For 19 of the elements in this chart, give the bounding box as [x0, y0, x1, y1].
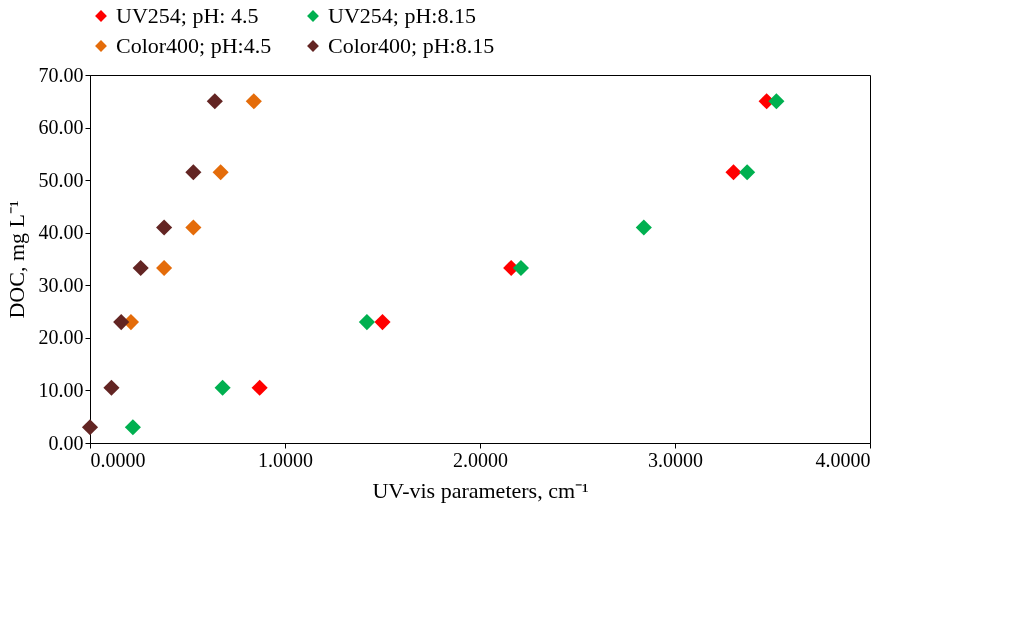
y-tick-label: 30.00: [38, 273, 84, 296]
y-tick-label: 10.00: [38, 378, 84, 401]
legend-label: UV254; pH:8.15: [328, 3, 476, 28]
x-tick-label: 4.0000: [815, 448, 871, 471]
legend-label: Color400; pH:8.15: [328, 33, 495, 58]
x-tick-label: 1.0000: [258, 448, 313, 471]
y-axis-title: DOC, mg L⁻¹: [3, 200, 29, 319]
y-tick-label: 20.00: [38, 326, 84, 349]
y-tick-label: 40.00: [38, 221, 84, 244]
y-tick-label: 60.00: [38, 116, 84, 139]
x-tick-label: 2.0000: [453, 448, 508, 471]
x-axis-title: UV-vis parameters, cm⁻¹: [372, 477, 589, 503]
x-tick-label: 3.0000: [648, 448, 703, 471]
legend-label: UV254; pH: 4.5: [116, 3, 259, 28]
y-tick-label: 50.00: [38, 168, 84, 191]
y-tick-label: 70.00: [38, 63, 84, 86]
legend-label: Color400; pH:4.5: [116, 33, 272, 58]
x-tick-label: 0.0000: [90, 448, 146, 471]
y-tick-label: 0.00: [48, 431, 84, 454]
